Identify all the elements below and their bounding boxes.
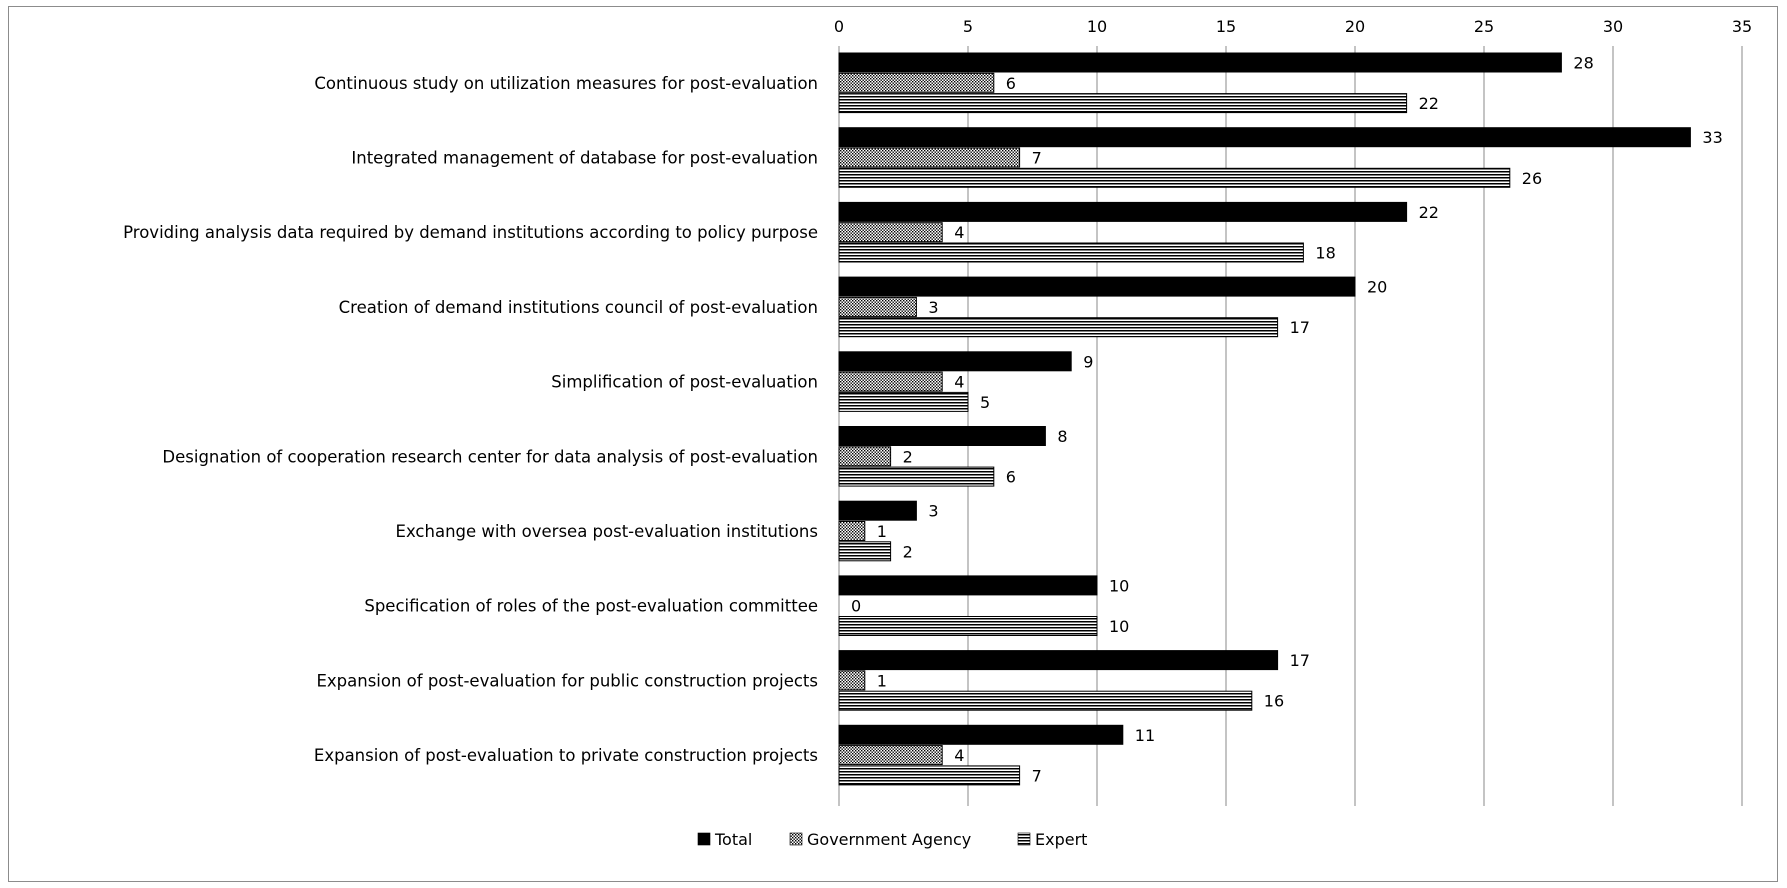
- bar-government-agency-4: [838, 296, 917, 317]
- legend-swatch-total: [697, 832, 711, 846]
- x-tick-label: 25: [1474, 17, 1494, 36]
- data-label-government-agency: 7: [1032, 149, 1042, 168]
- data-label-total: 8: [1057, 427, 1067, 446]
- bar-expert-3: [838, 242, 1304, 263]
- data-label-expert: 18: [1315, 244, 1335, 263]
- x-tick-label: 10: [1087, 17, 1107, 36]
- bar-government-agency-2: [838, 147, 1021, 168]
- legend: Total Government Agency Expert: [697, 830, 1087, 849]
- x-tick-label: 30: [1603, 17, 1623, 36]
- bar-total-9: [838, 650, 1279, 671]
- bar-expert-5: [838, 391, 969, 412]
- data-label-expert: 5: [980, 393, 990, 412]
- bar-total-4: [838, 276, 1356, 297]
- bar-expert-7: [838, 541, 892, 562]
- bar-expert-10: [838, 765, 1021, 786]
- category-label: Integrated management of database for po…: [351, 149, 818, 168]
- x-axis-ticks: 0 5 10 15 20 25 30 35: [834, 17, 1752, 36]
- category-label: Expansion of post-evaluation for public …: [316, 671, 818, 690]
- data-label-government-agency: 3: [928, 298, 938, 317]
- data-label-total: 28: [1573, 54, 1593, 73]
- bar-total-10: [838, 724, 1124, 745]
- category-label: Designation of cooperation research cent…: [162, 447, 818, 466]
- bar-expert-8: [838, 616, 1098, 636]
- bar-total-3: [838, 201, 1408, 222]
- x-tick-label: 15: [1216, 17, 1236, 36]
- bar-expert-4: [838, 317, 1279, 338]
- data-label-total: 3: [928, 502, 938, 521]
- data-label-government-agency: 0: [851, 597, 861, 616]
- bar-total-2: [838, 127, 1691, 148]
- category-label: Creation of demand institutions council …: [339, 298, 818, 317]
- bar-total-5: [838, 351, 1072, 372]
- data-label-total: 20: [1367, 278, 1387, 297]
- legend-label-government-agency: Government Agency: [807, 830, 971, 849]
- legend-swatch-expert: [1017, 832, 1031, 846]
- data-label-expert: 22: [1419, 94, 1439, 113]
- data-label-government-agency: 1: [877, 671, 887, 690]
- category-label: Expansion of post-evaluation to private …: [314, 746, 818, 765]
- legend-swatch-government-agency: [789, 832, 803, 846]
- data-label-expert: 10: [1109, 617, 1129, 636]
- data-label-total: 10: [1109, 576, 1129, 595]
- category-label: Providing analysis data required by dema…: [123, 223, 818, 242]
- data-label-government-agency: 2: [903, 447, 913, 466]
- data-label-government-agency: 4: [954, 223, 964, 242]
- category-label: Continuous study on utilization measures…: [314, 74, 818, 93]
- legend-label-expert: Expert: [1035, 830, 1087, 849]
- data-label-expert: 6: [1006, 468, 1016, 487]
- x-tick-label: 20: [1345, 17, 1365, 36]
- x-tick-label: 5: [963, 17, 973, 36]
- category-label: Simplification of post-evaluation: [551, 373, 818, 392]
- x-tick-label: 0: [834, 17, 844, 36]
- bar-total-6: [838, 426, 1046, 446]
- bar-expert-6: [838, 466, 995, 487]
- data-label-total: 9: [1083, 352, 1093, 371]
- data-label-government-agency: 4: [954, 746, 964, 765]
- data-label-expert: 16: [1264, 692, 1284, 711]
- x-tick-label: 35: [1732, 17, 1752, 36]
- data-label-expert: 7: [1032, 766, 1042, 785]
- bar-expert-1: [838, 93, 1408, 114]
- data-label-total: 11: [1135, 726, 1155, 745]
- bar-government-agency-10: [838, 745, 943, 766]
- bar-expert-2: [838, 167, 1511, 188]
- data-label-total: 17: [1290, 651, 1310, 670]
- data-label-expert: 2: [903, 542, 913, 561]
- bar-expert-9: [838, 690, 1253, 711]
- bar-government-agency-9: [838, 670, 866, 691]
- bars: [838, 52, 1691, 786]
- data-label-total: 33: [1702, 128, 1722, 147]
- bar-government-agency-1: [838, 72, 995, 93]
- data-labels: 2862233726224182031794582631210010171161…: [851, 54, 1723, 786]
- data-label-total: 22: [1419, 203, 1439, 222]
- category-label: Exchange with oversea post-evaluation in…: [396, 522, 818, 541]
- legend-label-total: Total: [714, 830, 752, 849]
- bar-government-agency-3: [838, 222, 943, 243]
- bar-total-1: [838, 52, 1562, 73]
- data-label-expert: 26: [1522, 169, 1542, 188]
- bar-total-7: [838, 500, 917, 521]
- bar-government-agency-6: [838, 446, 892, 467]
- data-label-government-agency: 1: [877, 522, 887, 541]
- bar-government-agency-7: [838, 521, 866, 541]
- data-label-government-agency: 6: [1006, 74, 1016, 93]
- category-label: Specification of roles of the post-evalu…: [364, 597, 818, 616]
- bar-total-8: [838, 575, 1098, 596]
- data-label-government-agency: 4: [954, 373, 964, 392]
- bar-government-agency-5: [838, 371, 943, 392]
- category-labels: Continuous study on utilization measures…: [123, 74, 818, 765]
- data-label-expert: 17: [1290, 318, 1310, 337]
